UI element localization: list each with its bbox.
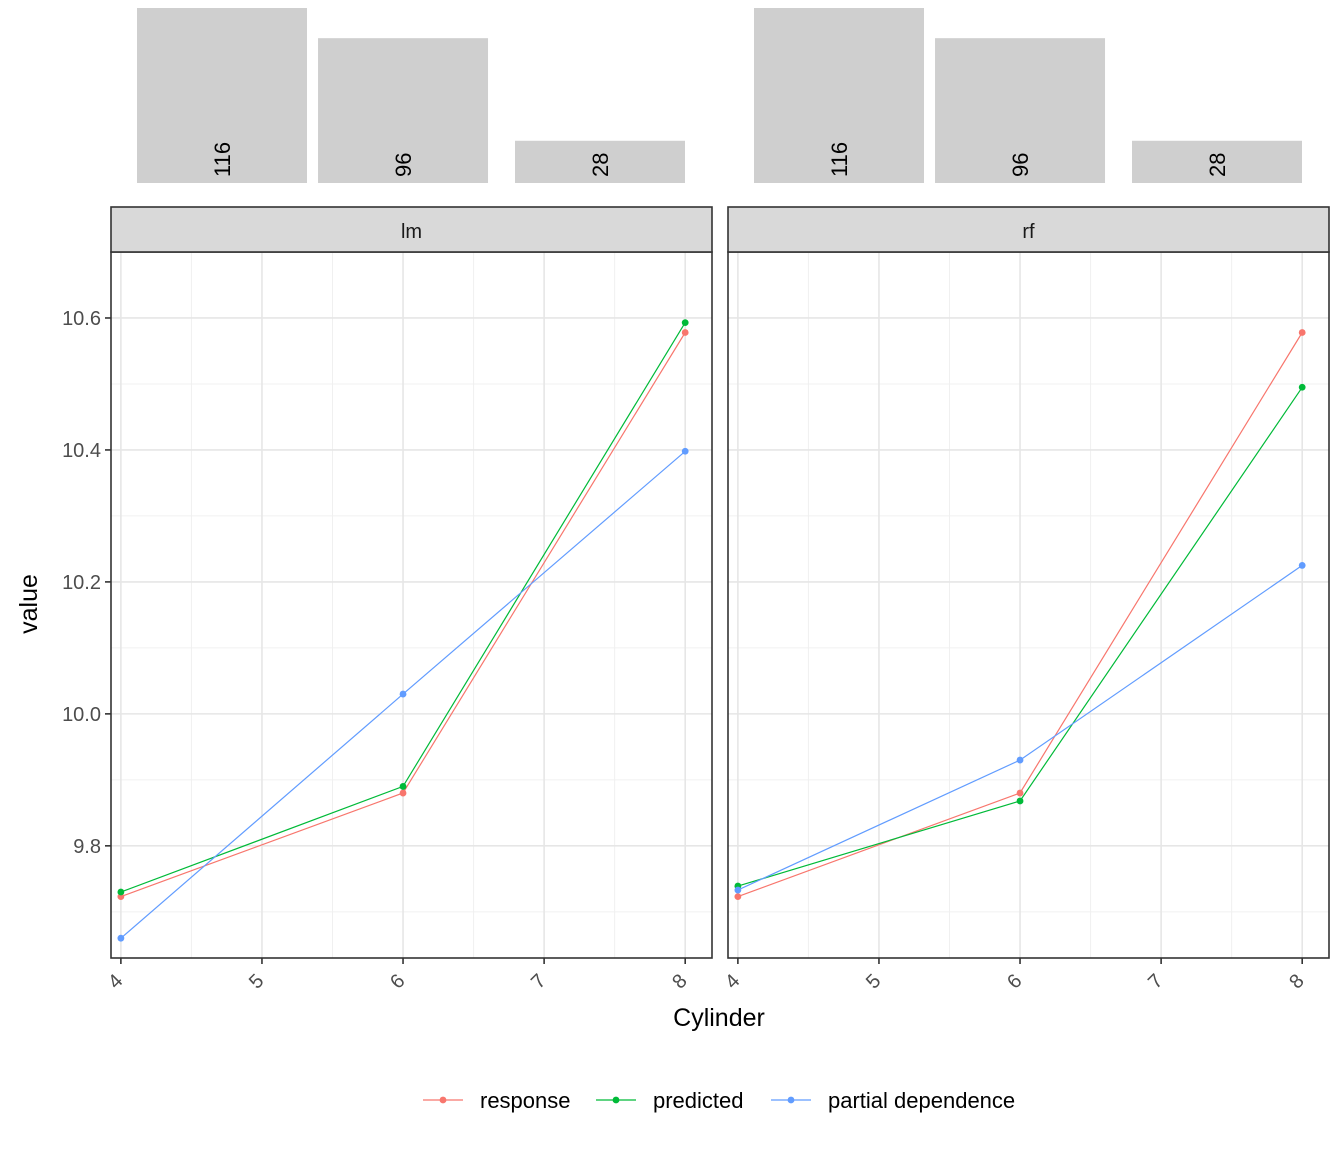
y-tick-label: 10.2 (62, 572, 101, 594)
count-bars: 116 96 28 116 96 28 (137, 8, 1302, 184)
data-point (117, 934, 125, 942)
count-bars-lm: 116 96 28 (137, 8, 685, 184)
data-point (1016, 756, 1024, 764)
data-point (1016, 797, 1024, 805)
panel-rf: rf 4 5 6 7 8 (721, 206, 1330, 993)
x-tick-label: 7 (1144, 970, 1167, 993)
data-point (681, 329, 689, 336)
y-tick-label: 10.0 (62, 704, 101, 726)
x-tick-label: 6 (1003, 970, 1026, 993)
x-tick-label: 5 (862, 970, 885, 993)
legend-key-point (439, 1096, 447, 1104)
x-tick-label: 5 (245, 970, 268, 993)
legend: response predicted partial dependence (423, 1088, 1015, 1113)
panel-background (111, 252, 712, 958)
data-point (399, 690, 407, 698)
count-bar (318, 38, 489, 184)
data-point (1298, 329, 1306, 336)
data-point (734, 893, 742, 901)
data-point (399, 789, 407, 797)
x-tick-label: 8 (1285, 970, 1308, 993)
legend-item-response: response (423, 1088, 571, 1113)
count-label: 116 (827, 142, 852, 177)
y-axis-title: value (15, 574, 43, 634)
data-point (734, 886, 742, 894)
x-tick-label: 4 (721, 970, 744, 993)
count-bar (1132, 140, 1302, 183)
count-label: 116 (210, 142, 235, 177)
count-bars-rf: 116 96 28 (754, 8, 1302, 184)
data-point (1298, 383, 1306, 391)
count-label: 28 (1205, 153, 1230, 177)
legend-key-point (787, 1096, 795, 1104)
strip (727, 206, 1330, 253)
y-tick-label: 10.4 (62, 440, 101, 462)
panel-background (728, 252, 1329, 958)
strip-label: rf (1022, 221, 1035, 243)
strip-label: lm (401, 221, 422, 243)
panel-lm: lm 4 5 6 7 8 (104, 206, 713, 993)
data-point (399, 783, 407, 790)
legend-label: response (480, 1088, 571, 1113)
legend-label: predicted (653, 1088, 744, 1113)
panels: lm 4 5 6 7 8 rf 4 5 6 7 8 (104, 206, 1330, 993)
count-label: 96 (391, 153, 416, 177)
count-bar (515, 140, 685, 183)
count-bar (935, 38, 1106, 184)
x-tick-label: 8 (668, 970, 691, 993)
data-point (1016, 789, 1024, 797)
count-bar (754, 8, 924, 183)
count-label: 28 (588, 153, 613, 177)
strip (110, 206, 713, 253)
x-tick-label: 7 (527, 970, 550, 993)
legend-key-point (612, 1096, 620, 1104)
x-axis-title: Cylinder (673, 1004, 765, 1032)
y-tick-label: 9.8 (73, 836, 101, 858)
data-point (681, 447, 689, 455)
x-tick-label: 6 (386, 970, 409, 993)
data-point (1298, 562, 1306, 569)
count-label: 96 (1008, 153, 1033, 177)
y-tick-label: 10.6 (62, 308, 101, 330)
legend-item-predicted: predicted (596, 1088, 744, 1113)
x-tick-label: 4 (104, 970, 127, 993)
y-axis: 9.8 10.0 10.2 10.4 10.6 (62, 308, 111, 858)
legend-label: partial dependence (828, 1088, 1015, 1113)
data-point (681, 319, 689, 326)
data-point (117, 888, 125, 896)
legend-item-partial-dependence: partial dependence (771, 1088, 1015, 1113)
count-bar (137, 8, 307, 183)
